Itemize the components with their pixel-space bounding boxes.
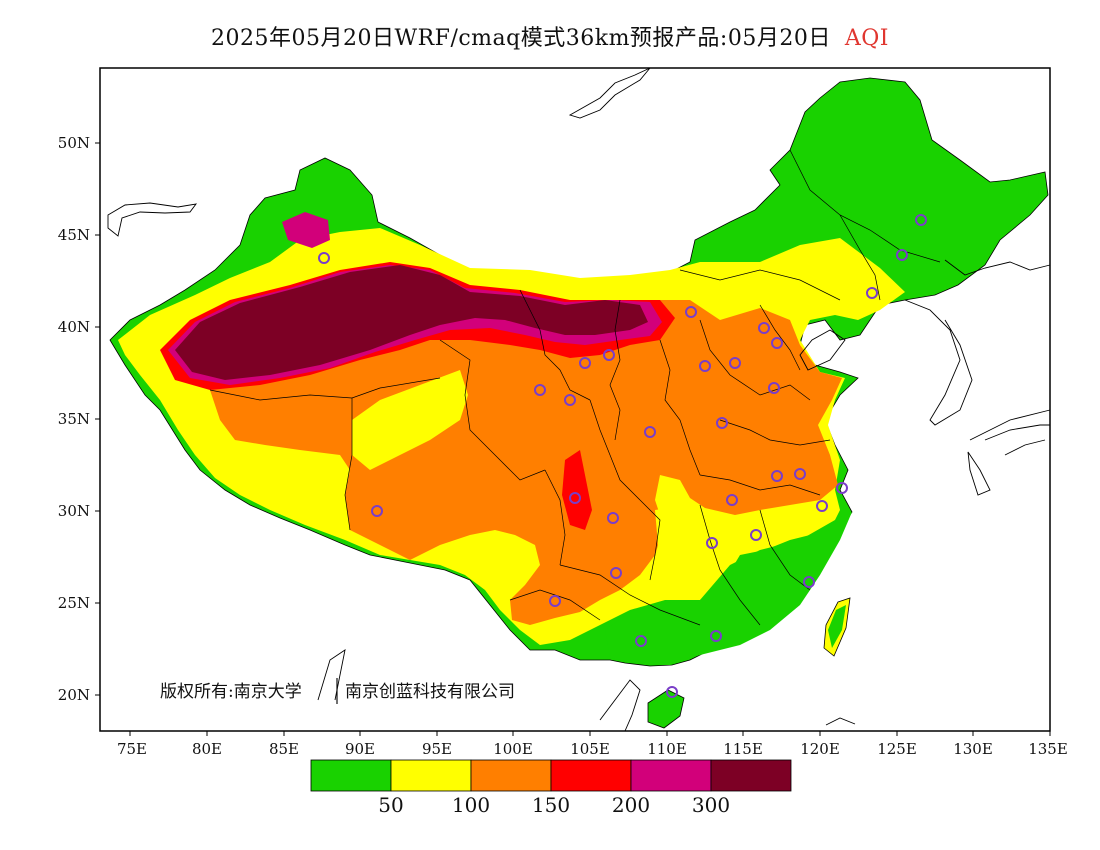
legend: 50 100 150 200 300: [310, 759, 792, 817]
title-product: AQI: [844, 26, 889, 51]
station-markers: [318, 214, 927, 698]
legend-label: 150: [532, 793, 570, 817]
legend-swatch: [310, 759, 392, 792]
lat-label: 25N: [58, 594, 90, 612]
lat-label: 45N: [58, 226, 90, 244]
station-marker: [534, 384, 546, 396]
lon-label: 75E: [117, 740, 147, 758]
coastlines: [107, 67, 1051, 732]
station-marker: [710, 630, 722, 642]
aqi-zone-unhealthy-sensitive: [210, 300, 842, 625]
lon-label: 90E: [345, 740, 375, 758]
latitude-axis: [95, 142, 100, 696]
station-marker: [750, 529, 762, 541]
lon-label: 120E: [800, 740, 840, 758]
station-marker: [644, 426, 656, 438]
aqi-zone-moderate-inner: [352, 370, 468, 470]
longitude-axis: [129, 731, 1051, 736]
station-marker: [318, 252, 330, 264]
legend-swatch: [630, 759, 712, 792]
lon-label: 135E: [1028, 740, 1068, 758]
lat-label: 20N: [58, 686, 90, 704]
copyright-left: 版权所有:南京大学: [160, 682, 302, 702]
station-marker: [607, 512, 619, 524]
copyright: 版权所有:南京大学 南京创蓝科技有限公司: [160, 678, 515, 704]
lat-label: 50N: [58, 134, 90, 152]
legend-label: 300: [692, 793, 730, 817]
station-marker: [816, 500, 828, 512]
aqi-zone-taiwan-inner: [828, 605, 846, 648]
aqi-zone-moderate-south: [650, 505, 745, 590]
station-marker: [803, 576, 815, 588]
station-marker: [716, 417, 728, 429]
station-marker: [726, 494, 738, 506]
station-marker: [771, 470, 783, 482]
aqi-zone-good-southeast: [605, 512, 852, 665]
lon-label: 95E: [422, 740, 452, 758]
station-marker: [685, 306, 697, 318]
aqi-zone-very-unhealthy-north: [282, 212, 330, 248]
legend-swatch: [470, 759, 552, 792]
station-marker: [666, 686, 678, 698]
lon-label: 130E: [953, 740, 993, 758]
copyright-right: 南京创蓝科技有限公司: [345, 682, 515, 702]
legend-swatch: [550, 759, 632, 792]
map-frame: [99, 67, 1051, 732]
station-marker: [569, 492, 581, 504]
station-marker: [866, 287, 878, 299]
aqi-zone-hazardous: [175, 265, 648, 380]
station-marker: [836, 482, 848, 494]
station-marker: [729, 357, 741, 369]
lon-label: 100E: [493, 740, 533, 758]
legend-swatch: [710, 759, 792, 792]
station-marker: [794, 468, 806, 480]
legend-label: 50: [378, 793, 403, 817]
station-marker: [706, 537, 718, 549]
station-marker: [768, 382, 780, 394]
station-marker: [371, 505, 383, 517]
province-borders: [209, 149, 941, 626]
page-title: 2025年05月20日WRF/cmaq模式36km预报产品:05月20日 AQI: [0, 20, 1100, 52]
station-marker: [699, 360, 711, 372]
longitude-labels: 75E 80E 85E 90E 95E 100E 105E 110E 115E …: [117, 740, 1068, 758]
station-marker: [635, 635, 647, 647]
lat-label: 30N: [58, 502, 90, 520]
station-marker: [610, 567, 622, 579]
station-marker: [771, 337, 783, 349]
station-marker: [603, 349, 615, 361]
station-marker: [549, 595, 561, 607]
lon-label: 110E: [647, 740, 687, 758]
station-marker: [758, 322, 770, 334]
lon-label: 80E: [192, 740, 222, 758]
station-marker: [915, 214, 927, 226]
legend-label: 200: [612, 793, 650, 817]
title-main: 2025年05月20日WRF/cmaq模式36km预报产品:05月20日: [211, 26, 831, 51]
lon-label: 125E: [877, 740, 917, 758]
station-marker: [579, 357, 591, 369]
lat-label: 40N: [58, 318, 90, 336]
lat-label: 35N: [58, 410, 90, 428]
aqi-field: [109, 77, 1049, 729]
legend-label: 100: [452, 793, 490, 817]
lon-label: 85E: [269, 740, 299, 758]
legend-swatch: [390, 759, 472, 792]
lon-label: 105E: [570, 740, 610, 758]
latitude-labels: 50N 45N 40N 35N 30N 25N 20N: [58, 134, 90, 704]
station-marker: [564, 394, 576, 406]
aqi-zone-unhealthy-sichuan: [562, 450, 592, 530]
station-marker: [896, 249, 908, 261]
lon-label: 115E: [723, 740, 763, 758]
